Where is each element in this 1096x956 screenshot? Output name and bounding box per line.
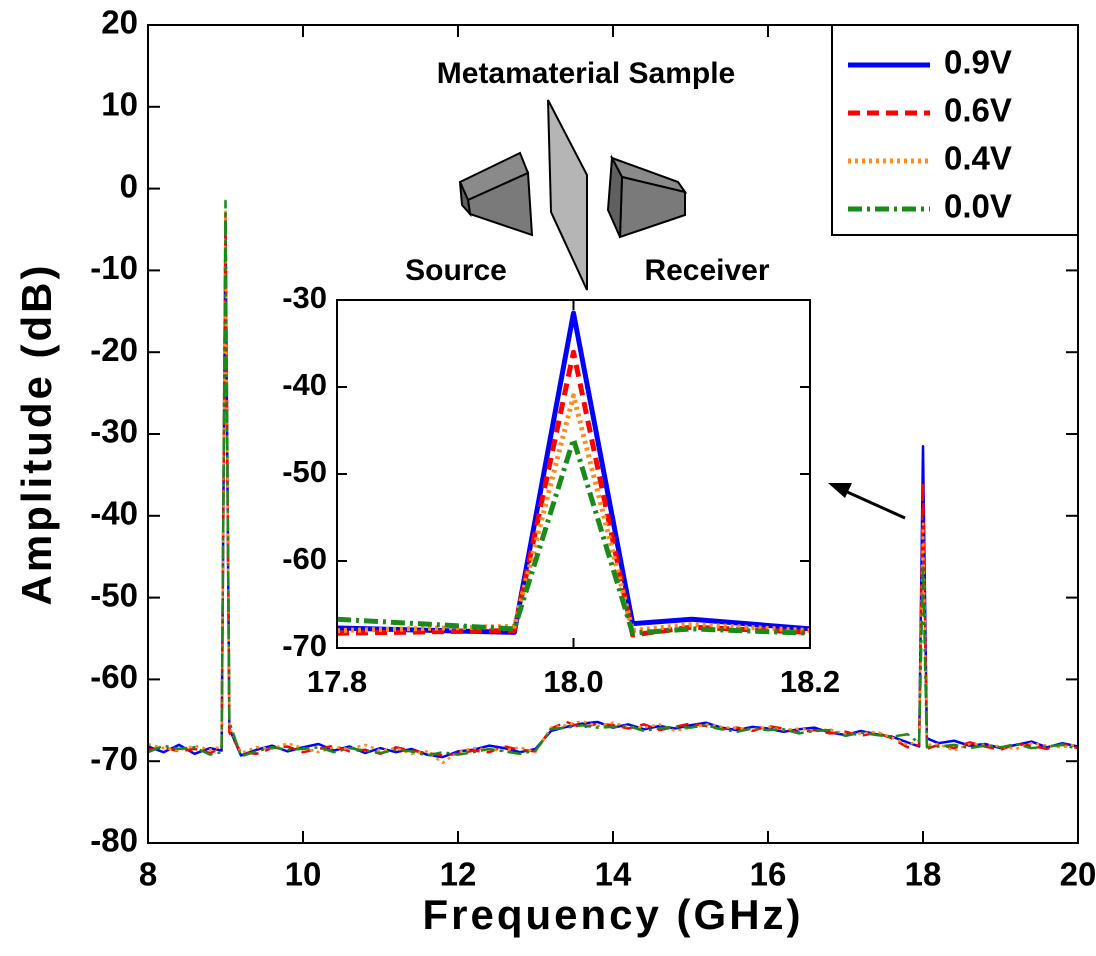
annotation: Metamaterial Sample [437,57,735,90]
y-tick-label: -60 [282,541,327,576]
metamaterial-sample [547,99,588,291]
annotation: Receiver [644,254,769,287]
plot-frame [336,299,811,649]
data-line [337,436,810,636]
y-tick-label: -80 [90,822,138,859]
y-tick-label: -20 [90,331,138,368]
y-tick-label: -50 [282,454,327,489]
y-tick-label: 10 [101,86,138,123]
plot-frame [147,24,1079,844]
x-tick-label: 18.2 [780,664,840,699]
x-tick-label: 8 [139,856,157,893]
arrow-head [828,483,852,498]
y-tick-label: -30 [282,280,327,315]
y-axis-label: Amplitude (dB) [13,263,60,606]
y-tick-label: -40 [90,495,138,532]
x-tick-label: 10 [285,856,322,893]
annotation: Source [405,254,507,287]
y-tick-label: -70 [90,740,138,777]
x-tick-label: 12 [440,856,477,893]
legend-label: 0.4V [944,140,1012,177]
x-tick-label: 17.8 [307,664,367,699]
y-tick-label: 0 [120,167,138,204]
y-tick-label: 20 [101,4,138,41]
legend: 0.9V 0.6V 0.4V 0.0V [831,24,1079,236]
x-tick-label: 20 [1060,856,1096,893]
x-tick-label: 14 [595,856,632,893]
legend-label: 0.6V [944,92,1012,129]
y-tick-label: -40 [282,367,327,402]
y-tick-label: -60 [90,658,138,695]
receiver-horn-face [606,154,624,238]
data-line [148,207,1078,765]
legend-label: 0.9V [944,44,1012,81]
x-axis-label: Frequency (GHz) [422,891,803,938]
setup-diagram [458,99,906,520]
data-line [148,199,1078,758]
y-tick-label: -50 [90,576,138,613]
y-tick-label: -10 [90,249,138,286]
legend-label: 0.0V [944,188,1012,225]
source-horn-face [459,181,472,218]
y-tick-label: -70 [282,628,327,663]
arrow-shaft [844,489,906,520]
x-tick-label: 16 [750,856,787,893]
x-tick-label: 18 [905,856,942,893]
legend-box [831,24,1079,236]
y-tick-label: -30 [90,413,138,450]
x-tick-label: 18.0 [543,664,603,699]
data-line [337,310,810,635]
